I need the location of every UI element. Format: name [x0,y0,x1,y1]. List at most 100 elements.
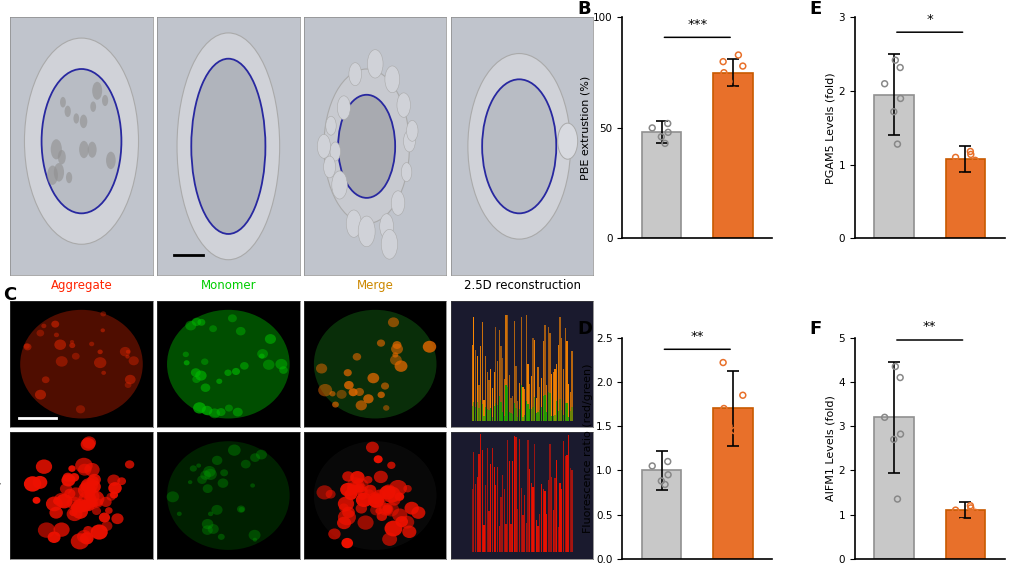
Text: D: D [577,320,592,338]
Bar [527,364,528,421]
Circle shape [354,484,364,492]
Circle shape [370,505,382,516]
Bar [569,392,571,421]
Circle shape [336,390,346,399]
Point [892,94,908,103]
Point [892,430,908,439]
Bar [641,132,681,239]
Circle shape [23,343,30,349]
Circle shape [399,516,414,528]
Point [947,505,963,514]
Bar [494,327,496,421]
Circle shape [339,483,355,496]
Point [734,62,750,71]
Circle shape [101,328,105,332]
Bar [547,392,548,421]
Circle shape [66,172,72,183]
Circle shape [81,478,98,493]
Circle shape [211,505,222,515]
Circle shape [325,490,335,499]
Circle shape [357,516,373,530]
Circle shape [384,520,403,537]
Bar [712,409,752,559]
Text: ***: *** [687,17,707,31]
Bar [512,461,513,552]
Circle shape [422,341,436,353]
Bar [490,369,491,421]
Y-axis label: Fluorescence ratio (red/green): Fluorescence ratio (red/green) [583,364,593,533]
Circle shape [208,524,218,534]
Circle shape [187,480,193,484]
Bar [566,455,567,552]
Text: B: B [577,0,590,18]
Circle shape [20,310,143,418]
Point [892,373,908,382]
Circle shape [323,156,335,178]
Bar [490,464,491,552]
Circle shape [84,495,96,506]
Circle shape [224,370,231,376]
Circle shape [75,405,85,413]
Bar [560,338,561,421]
Bar [515,366,517,421]
Circle shape [81,480,94,492]
Circle shape [382,505,392,513]
Circle shape [381,229,397,259]
Circle shape [371,494,379,501]
Circle shape [232,408,243,417]
Point [652,132,668,141]
Circle shape [84,526,93,535]
Circle shape [356,493,372,507]
Bar [498,329,499,421]
Point [659,119,676,128]
Circle shape [41,324,46,328]
Circle shape [482,79,555,214]
Circle shape [357,487,368,496]
Circle shape [379,485,395,499]
Bar [471,488,473,552]
Circle shape [343,381,354,389]
Circle shape [220,469,228,476]
Circle shape [202,526,213,535]
Circle shape [73,113,79,123]
Bar [564,403,566,421]
Circle shape [51,139,62,159]
Bar [527,440,528,552]
Circle shape [183,360,190,365]
Circle shape [336,517,351,529]
Circle shape [316,485,332,499]
Circle shape [212,456,222,465]
Circle shape [202,406,212,415]
Circle shape [201,384,210,392]
Bar [571,470,572,552]
Bar [537,367,538,421]
Bar [494,403,496,421]
Circle shape [358,216,375,247]
Bar [512,414,513,421]
Circle shape [364,489,374,499]
Point [730,51,746,60]
Circle shape [342,471,354,482]
Bar [494,485,496,552]
Bar [488,381,489,421]
Circle shape [249,530,260,540]
Text: **: ** [690,329,703,343]
Circle shape [79,115,88,128]
Bar [542,396,543,421]
Circle shape [193,375,201,383]
Circle shape [79,484,90,494]
Circle shape [87,481,101,493]
Bar [499,402,501,421]
Bar [493,372,494,421]
Circle shape [263,360,274,370]
Circle shape [378,503,393,516]
Text: Ctrl: Ctrl [0,353,2,375]
Bar [544,491,545,552]
Text: F: F [809,320,821,338]
Circle shape [56,494,72,509]
Circle shape [388,495,400,506]
Bar [514,403,515,421]
Y-axis label: PBE extrustion (%): PBE extrustion (%) [580,76,590,180]
Bar [499,346,501,421]
Bar [493,467,494,552]
